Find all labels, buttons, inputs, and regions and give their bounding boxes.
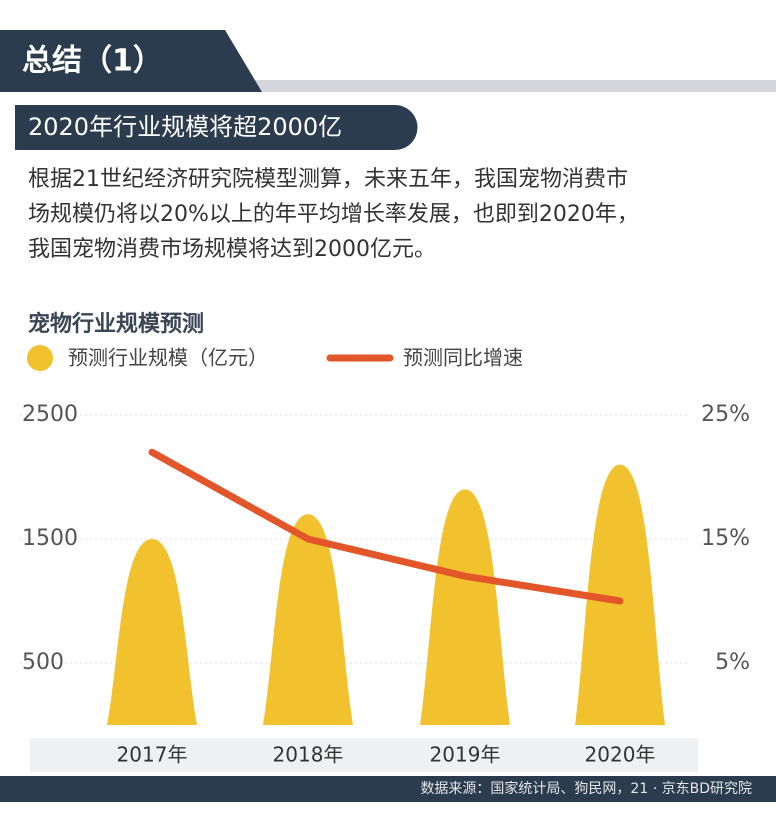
legend-label: 预测同比增速	[403, 346, 523, 370]
x-tick-label: 2018年	[273, 743, 344, 767]
y-tick-label: 500	[22, 650, 64, 675]
x-axis-band	[30, 738, 698, 772]
x-tick-label: 2017年	[117, 743, 188, 767]
bar	[420, 489, 510, 725]
paragraph-line: 场规模仍将以20%以上的年平均增长率发展，也即到2020年，	[28, 202, 639, 227]
chart-title: 宠物行业规模预测	[28, 311, 204, 337]
x-tick-label: 2020年	[585, 743, 656, 767]
paragraph-line: 我国宠物消费市场规模将达到2000亿元。	[28, 237, 436, 262]
header-title: 总结（1）	[22, 44, 163, 79]
y-tick-label: 2500	[22, 402, 78, 427]
y2-tick-label: 25%	[701, 402, 750, 427]
y2-tick-label: 15%	[701, 526, 750, 551]
header-rule	[200, 80, 776, 92]
line	[148, 448, 624, 605]
y-tick-label: 1500	[22, 526, 78, 551]
source: 数据来源：国家统计局、狗民网，21 · 京东BD研究院	[420, 780, 752, 797]
subtitle: 2020年行业规模将超2000亿	[28, 113, 342, 141]
y2-tick-label: 5%	[715, 650, 750, 675]
bar	[107, 539, 197, 725]
legend-swatch	[27, 345, 53, 371]
subtitle-pill	[15, 105, 418, 150]
legend-label: 预测行业规模（亿元）	[68, 346, 268, 370]
header-banner	[0, 30, 262, 92]
bar	[575, 464, 665, 725]
footer-bar	[0, 776, 776, 802]
x-tick-label: 2019年	[430, 743, 501, 767]
bar	[263, 514, 353, 725]
paragraph-line: 根据21世纪经济研究院模型测算，未来五年，我国宠物消费市	[28, 167, 628, 192]
